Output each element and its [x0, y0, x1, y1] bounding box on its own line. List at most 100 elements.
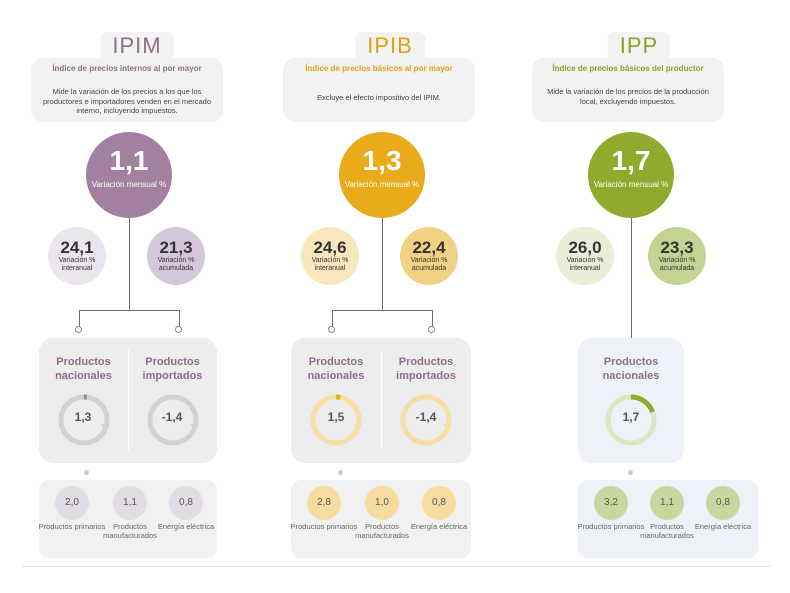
ipp-interanual-label: Variación % interanual [566, 257, 604, 272]
ipim-nacionales-value: 1,3 [74, 410, 92, 424]
ipim-acumulada-label: Variación % acumulada [157, 257, 195, 272]
ipib-interanual-value: 24,6 [313, 238, 347, 257]
ipim-components-dot [84, 470, 89, 475]
ipim-interanual-label: Variación % interanual [58, 257, 96, 272]
ipim-connector-dot-right [175, 326, 182, 333]
ipib-description-box: Índice de precios básicos al por mayor E… [283, 58, 475, 122]
ipp-acumulada-label: Variación % acumulada [658, 257, 696, 272]
ipp-description: Mide la variación de los precios de la p… [547, 87, 709, 106]
ipib-importados: Productos importados -1,4 [381, 338, 471, 463]
ipib-connector-dot-left [328, 326, 335, 333]
ipp-nacionales-value: 1,7 [622, 410, 640, 424]
ipp-components-box: 3,2 Productos primarios 1,1 Productos ma… [578, 480, 758, 558]
ipim-interanual-value: 24,1 [60, 238, 94, 257]
ipib-main-circle: 1,3 Variación mensual % [339, 132, 425, 218]
ipp-subtitle: Índice de precios básicos del productor [552, 64, 704, 73]
ipp-primarios-label: Productos primarios [577, 522, 645, 531]
ipib-components-dot [338, 470, 343, 475]
ipp-description-box: Índice de precios básicos del productor … [532, 58, 724, 122]
ipib-connector-left [332, 310, 333, 327]
ipp-nacionales-ring [605, 394, 657, 446]
ipib-acumulada-value: 22,4 [412, 238, 446, 257]
ipib-connector-dot-right [428, 326, 435, 333]
ipim-main-circle: 1,1 Variación mensual % [86, 132, 172, 218]
ipim-connector-left [79, 310, 80, 327]
ipp-energia-circle: 0,8 [706, 486, 740, 520]
ipib-primarios-label: Productos primarios [290, 522, 358, 531]
ipib-main-label: Variación mensual % [344, 180, 420, 189]
ipib-nacionales-label: Productos nacionales [307, 356, 365, 382]
ipp-products-box: Productos nacionales 1,7 [578, 338, 684, 463]
ipim-nacionales-ring [58, 394, 109, 446]
ipim-connector-dot-left [75, 326, 82, 333]
ipim-energia-label: Energía eléctrica [157, 522, 215, 531]
ipib-energia-label: Energía eléctrica [410, 522, 468, 531]
ipim-importados: Productos importados -1,4 [128, 338, 217, 463]
ipib-title: IPIB [355, 32, 425, 60]
ipib-importados-label: Productos importados [396, 356, 456, 382]
ipim-importados-label: Productos importados [142, 356, 203, 382]
ipim-connector-horizontal [79, 310, 179, 311]
ipim-primarios-circle: 2,0 [55, 486, 89, 520]
ipib-column: IPIB Índice de precios básicos al por ma… [275, 0, 505, 560]
ipib-manufacturados-label: Productos manufacturados [355, 522, 409, 540]
ipim-manufacturados-circle: 1,1 [113, 486, 147, 520]
ipib-subtitle: Índice de precios básicos al por mayor [305, 64, 453, 73]
ipp-nacionales: Productos nacionales 1,7 [578, 338, 684, 463]
ipib-nacionales: Productos nacionales 1,5 [291, 338, 381, 463]
ipp-main-value: 1,7 [611, 145, 651, 176]
ipib-nacionales-value: 1,5 [327, 410, 345, 424]
ipib-components-box: 2,8 Productos primarios 1,0 Productos ma… [291, 480, 471, 558]
ipib-acumulada-circle: 22,4 Variación % acumulada [400, 227, 458, 285]
ipp-interanual-value: 26,0 [568, 238, 602, 257]
ipim-products-separator [128, 350, 129, 450]
ipim-components-box: 2,0 Productos primarios 1,1 Productos ma… [39, 480, 217, 558]
ipib-products-box: Productos nacionales 1,5 Productos impor… [291, 338, 471, 463]
ipib-energia-circle: 0,8 [422, 486, 456, 520]
ipib-description: Excluye el efecto impositivo del IPIM. [317, 93, 441, 102]
ipib-manufacturados-circle: 1,0 [365, 486, 399, 520]
ipim-primarios-label: Productos primarios [38, 522, 106, 531]
ipim-energia-circle: 0,8 [169, 486, 203, 520]
ipib-primarios-circle: 2,8 [307, 486, 341, 520]
ipib-connector-right [432, 310, 433, 327]
ipib-importados-ring [400, 394, 452, 446]
ipim-title: IPIM [100, 32, 174, 60]
ipp-connector-vertical [631, 218, 632, 338]
ipib-connector-vertical [382, 218, 383, 310]
ipp-nacionales-label: Productos nacionales [602, 356, 660, 382]
ipim-description: Mide la variación de los precios a los q… [42, 87, 211, 115]
ipp-title: IPP [607, 32, 671, 60]
ipp-column: IPP Índice de precios básicos del produc… [524, 0, 758, 560]
ipim-main-label: Variación mensual % [91, 180, 167, 189]
ipim-products-box: Productos nacionales 1,3 Productos impor… [39, 338, 217, 463]
ipim-nacionales-label: Productos nacionales [55, 356, 112, 382]
ipim-interanual-circle: 24,1 Variación % interanual [48, 227, 106, 285]
ipim-acumulada-circle: 21,3 Variación % acumulada [147, 227, 205, 285]
ipim-subtitle: Índice de precios internos al por mayor [52, 64, 202, 73]
ipib-nacionales-ring [310, 394, 362, 446]
ipp-acumulada-circle: 23,3 Variación % acumulada [648, 227, 706, 285]
ipp-manufacturados-label: Productos manufacturados [640, 522, 694, 540]
ipp-acumulada-value: 23,3 [660, 238, 694, 257]
ipp-interanual-circle: 26,0 Variación % interanual [556, 227, 614, 285]
ipib-products-separator [381, 350, 382, 450]
ipim-description-box: Índice de precios internos al por mayor … [31, 58, 223, 122]
ipib-acumulada-label: Variación % acumulada [410, 257, 448, 272]
ipp-components-dot [628, 470, 633, 475]
ipp-main-circle: 1,7 Variación mensual % [588, 132, 674, 218]
ipp-primarios-circle: 3,2 [594, 486, 628, 520]
ipim-manufacturados-label: Productos manufacturados [103, 522, 157, 540]
ipim-importados-ring [147, 394, 198, 446]
ipim-acumulada-value: 21,3 [159, 238, 193, 257]
ipim-column: IPIM Índice de precios internos al por m… [22, 0, 252, 560]
ipib-importados-value: -1,4 [415, 410, 437, 424]
ipim-main-value: 1,1 [109, 145, 149, 176]
ipib-connector-horizontal [332, 310, 432, 311]
bottom-divider [22, 566, 772, 567]
ipib-interanual-circle: 24,6 Variación % interanual [301, 227, 359, 285]
ipp-energia-label: Energía eléctrica [694, 522, 752, 531]
ipim-importados-value: -1,4 [161, 410, 183, 424]
ipim-nacionales: Productos nacionales 1,3 [39, 338, 128, 463]
ipim-connector-vertical [129, 218, 130, 310]
